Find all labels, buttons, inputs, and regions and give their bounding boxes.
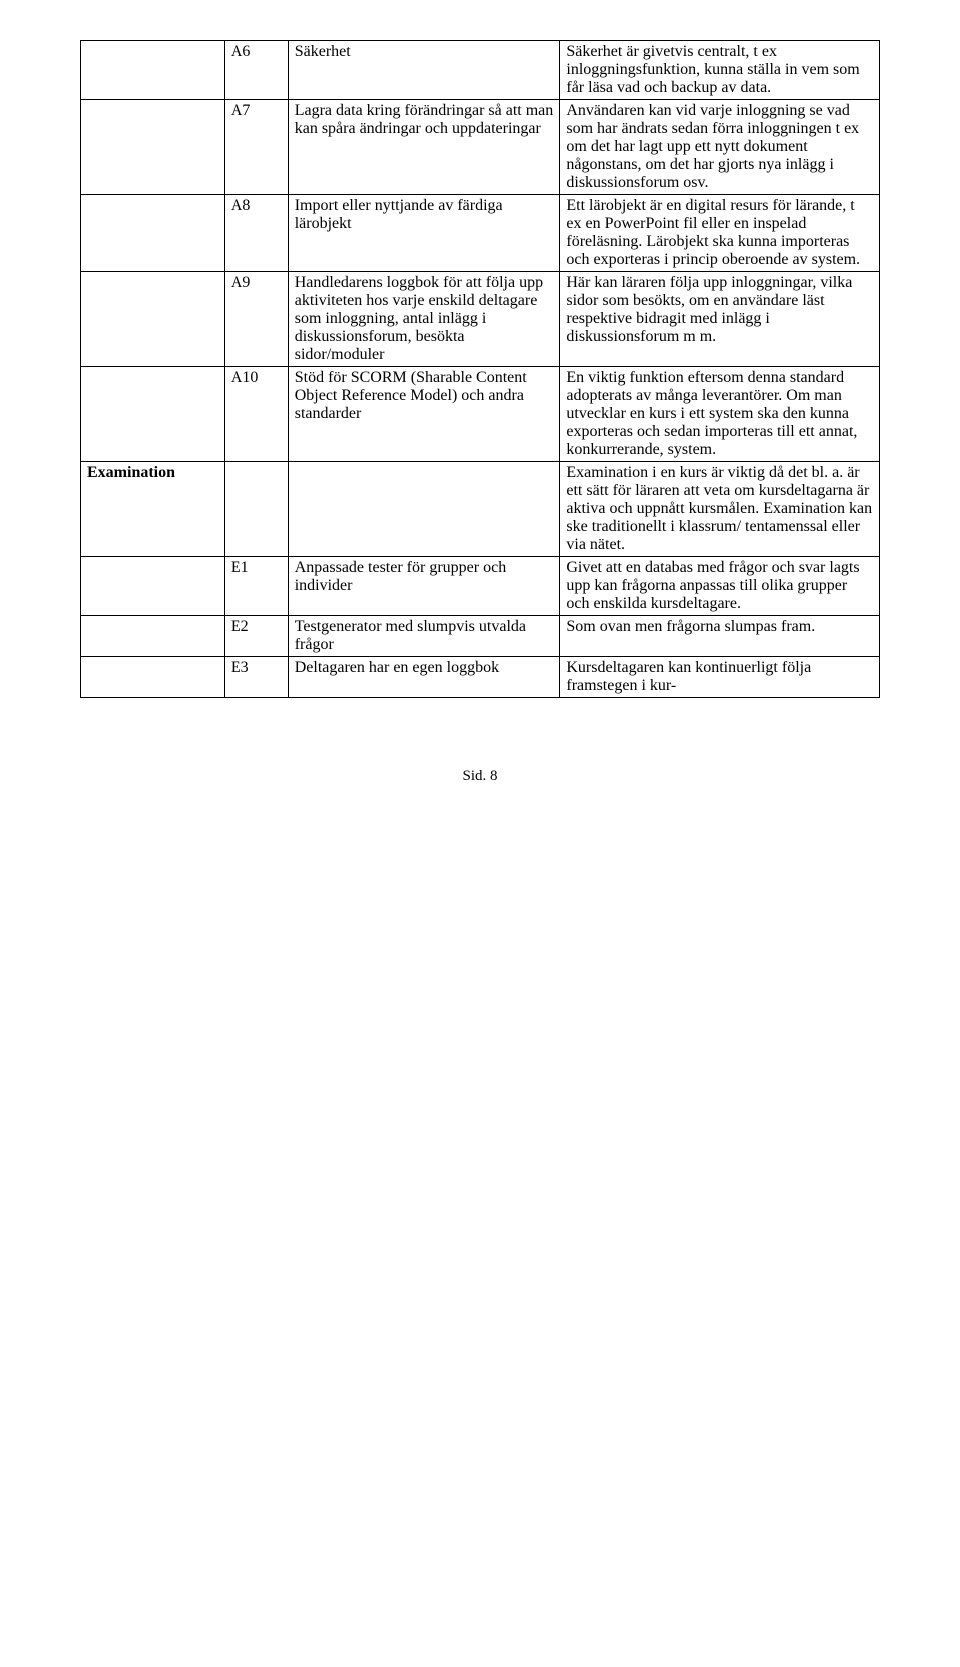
id-cell: A7 <box>224 100 288 195</box>
table-row: E1Anpassade tester för grupper och indiv… <box>81 557 880 616</box>
feature-cell: Testgenerator med slumpvis utvalda frågo… <box>288 616 560 657</box>
feature-cell: Anpassade tester för grupper och individ… <box>288 557 560 616</box>
category-cell <box>81 557 225 616</box>
page-footer: Sid. 8 <box>80 768 880 785</box>
description-cell: Examination i en kurs är viktig då det b… <box>560 462 880 557</box>
category-cell <box>81 657 225 698</box>
feature-cell: Import eller nyttjande av färdiga lärobj… <box>288 195 560 272</box>
category-cell <box>81 616 225 657</box>
description-cell: Som ovan men frågorna slumpas fram. <box>560 616 880 657</box>
category-cell <box>81 195 225 272</box>
id-cell: E3 <box>224 657 288 698</box>
table-body: A6SäkerhetSäkerhet är givetvis centralt,… <box>81 41 880 698</box>
description-cell: Säkerhet är givetvis centralt, t ex inlo… <box>560 41 880 100</box>
id-cell: E2 <box>224 616 288 657</box>
category-cell <box>81 367 225 462</box>
table-row: A8Import eller nyttjande av färdiga läro… <box>81 195 880 272</box>
table-row: A9Handledarens loggbok för att följa upp… <box>81 272 880 367</box>
table-row: A6SäkerhetSäkerhet är givetvis centralt,… <box>81 41 880 100</box>
id-cell: E1 <box>224 557 288 616</box>
category-cell <box>81 100 225 195</box>
table-row: E3Deltagaren har en egen loggbokKursdelt… <box>81 657 880 698</box>
description-cell: Ett lärobjekt är en digital resurs för l… <box>560 195 880 272</box>
document-page: A6SäkerhetSäkerhet är givetvis centralt,… <box>0 0 960 815</box>
table-row: E2Testgenerator med slumpvis utvalda frå… <box>81 616 880 657</box>
id-cell: A10 <box>224 367 288 462</box>
id-cell: A9 <box>224 272 288 367</box>
feature-cell: Handledarens loggbok för att följa upp a… <box>288 272 560 367</box>
description-cell: Givet att en databas med frågor och svar… <box>560 557 880 616</box>
description-cell: En viktig funktion eftersom denna standa… <box>560 367 880 462</box>
description-cell: Här kan läraren följa upp inloggningar, … <box>560 272 880 367</box>
feature-cell: Lagra data kring förändringar så att man… <box>288 100 560 195</box>
table-row: A7Lagra data kring förändringar så att m… <box>81 100 880 195</box>
description-cell: Kursdeltagaren kan kontinuerligt följa f… <box>560 657 880 698</box>
description-cell: Användaren kan vid varje inloggning se v… <box>560 100 880 195</box>
id-cell: A6 <box>224 41 288 100</box>
category-cell <box>81 272 225 367</box>
feature-cell <box>288 462 560 557</box>
table-row: Examination Examination i en kurs är vikt… <box>81 462 880 557</box>
requirements-table: A6SäkerhetSäkerhet är givetvis centralt,… <box>80 40 880 698</box>
feature-cell: Säkerhet <box>288 41 560 100</box>
id-cell: A8 <box>224 195 288 272</box>
category-cell: Examination <box>81 462 225 557</box>
id-cell <box>224 462 288 557</box>
category-cell <box>81 41 225 100</box>
table-row: A10Stöd för SCORM (Sharable Content Obje… <box>81 367 880 462</box>
feature-cell: Stöd för SCORM (Sharable Content Object … <box>288 367 560 462</box>
feature-cell: Deltagaren har en egen loggbok <box>288 657 560 698</box>
